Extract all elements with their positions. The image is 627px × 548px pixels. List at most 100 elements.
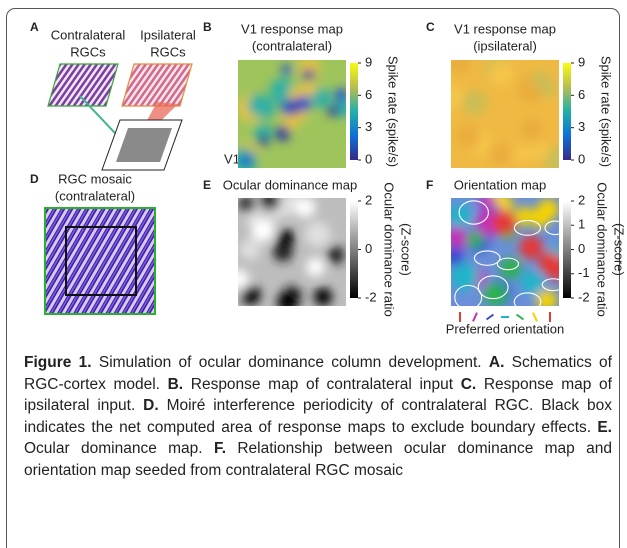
- colorbar-tick-label: 2: [365, 192, 372, 207]
- caption-text: Response map of contralateral input: [190, 375, 454, 393]
- map-blob: [451, 262, 479, 291]
- map-blob: [532, 69, 549, 87]
- panel-title: Orientation map: [454, 177, 547, 192]
- colorbar-tick-label: 3: [365, 119, 372, 134]
- map-blob: [488, 142, 512, 166]
- colorbar-tick-label: 3: [578, 119, 585, 134]
- caption-text: Response map of ipsilateral input.: [24, 375, 612, 415]
- map-blob: [280, 101, 293, 114]
- map-blob: [302, 68, 315, 81]
- map-blob: [520, 270, 544, 295]
- ipsilateral-sheet: [121, 63, 193, 107]
- colorbar-tick-label: 6: [578, 87, 585, 102]
- map-blob: [250, 218, 275, 242]
- contour: [473, 250, 501, 266]
- caption-text: Simulation of ocular dominance column de…: [98, 354, 482, 371]
- colorbar-label: Ocular dominance ratio: [382, 182, 397, 316]
- colorbar-tick-label: 0: [578, 151, 585, 166]
- colorbar-tick-label: 9: [578, 54, 585, 69]
- colorbar: [563, 201, 571, 298]
- panel-title: (ipsilateral): [473, 38, 537, 53]
- map: [451, 60, 559, 168]
- map-blob: [327, 104, 340, 117]
- sheet-label: V1: [224, 151, 240, 166]
- map-blob: [451, 87, 464, 111]
- panel-label: C: [426, 20, 435, 34]
- map-blob: [466, 231, 484, 249]
- orientation-key: [532, 312, 538, 322]
- contour: [513, 292, 542, 306]
- contour: [454, 284, 483, 306]
- colorbar: [563, 63, 571, 160]
- map-blob: [274, 125, 291, 142]
- map-blob: [537, 198, 559, 221]
- map-blob: [261, 198, 281, 211]
- map-blob: [240, 154, 253, 166]
- colorbar-tick-label: 2: [578, 192, 585, 207]
- map-blur: [451, 60, 559, 168]
- contour: [496, 257, 520, 271]
- colorbar-tick-label: -2: [365, 289, 377, 304]
- map-blob: [311, 87, 332, 109]
- figure: A Contralateral RGCs Ipsilateral RGCs V1…: [30, 20, 627, 336]
- map-blob: [512, 144, 532, 164]
- map-blur: [451, 198, 559, 306]
- map-blob: [334, 88, 346, 102]
- caption-text: Schematics of RGC-cortex model.: [24, 354, 612, 393]
- map: [451, 198, 559, 306]
- map-blob: [306, 257, 325, 277]
- map-blob: [295, 198, 316, 218]
- panel-title: Ipsilateral: [140, 27, 196, 42]
- colorbar-label: Spike rate (spike/s): [386, 56, 401, 167]
- map-blob: [241, 285, 261, 305]
- map-blob: [313, 287, 333, 306]
- map-blob: [327, 246, 345, 264]
- map-blob: [239, 239, 260, 260]
- colorbar: [350, 201, 358, 298]
- g: B V1 response map (contralateral) 9 6 3 0 Spike…: [203, 20, 627, 322]
- panel-title: RGCs: [150, 44, 186, 59]
- map-blob: [462, 90, 487, 115]
- contralateral-sheet: [47, 63, 119, 107]
- orientation-key: [472, 312, 478, 322]
- map-blob: [531, 142, 550, 160]
- map-blob: [478, 198, 496, 210]
- panel-title: RGC mosaic: [58, 171, 132, 186]
- legend-title: Preferred orientation: [446, 321, 565, 336]
- map-blur: [238, 60, 346, 168]
- map-blob: [273, 241, 293, 262]
- caption-text: Ocular dominance map.: [24, 440, 203, 457]
- colorbar-label: Spike rate (spike/s): [599, 56, 614, 167]
- computed-area-box: [65, 226, 137, 296]
- panel-title: V1 response map: [241, 21, 343, 36]
- map-blob: [451, 204, 472, 228]
- map-blob: [488, 60, 515, 87]
- map-blob: [451, 60, 472, 74]
- colorbar-label: (Z-score): [612, 223, 627, 276]
- map-blob: [451, 246, 465, 266]
- panel-label: E: [203, 178, 211, 192]
- map-blob: [538, 251, 559, 274]
- colorbar-tick-label: 1: [578, 217, 585, 232]
- orientation-key: [515, 313, 525, 321]
- map-blob: [491, 210, 517, 236]
- panel-label: A: [30, 20, 39, 34]
- map-blob: [536, 289, 558, 306]
- colorbar-label: (Z-score): [399, 223, 414, 276]
- map-blob: [276, 291, 299, 306]
- panel-title: (contralateral): [252, 38, 332, 53]
- caption-label: D.: [143, 397, 159, 414]
- caption-label: A.: [488, 354, 505, 371]
- map-blur: [238, 198, 345, 306]
- map-blob: [238, 269, 250, 290]
- figure-frame: [6, 8, 620, 548]
- colorbar-tick-label: 9: [365, 54, 372, 69]
- caption-label: B.: [167, 375, 184, 393]
- contour: [513, 219, 542, 236]
- map-blob: [484, 282, 509, 306]
- caption: Figure 1. Simulation of ocular dominance…: [24, 352, 612, 481]
- caption-text: Relationship between ocular dominance ma…: [24, 440, 612, 479]
- map-blob: [281, 64, 292, 75]
- contour: [477, 275, 509, 300]
- colorbar-tick-label: 0: [365, 151, 372, 166]
